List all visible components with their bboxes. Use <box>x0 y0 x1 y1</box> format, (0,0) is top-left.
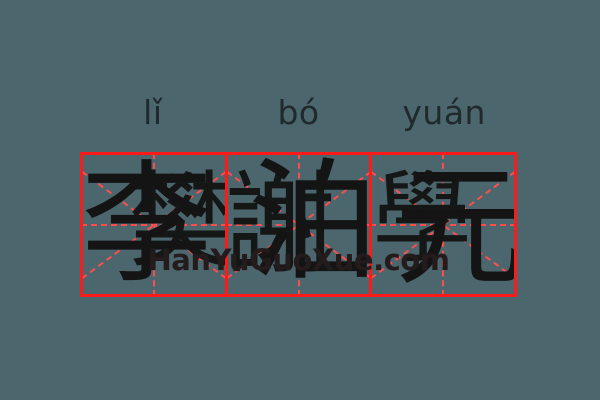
hanzi-main-2: 泊 <box>247 155 373 294</box>
character-grid: 樊 李 謝 泊 學 元 <box>80 152 517 297</box>
character-cell-2: 謝 泊 <box>227 155 373 294</box>
character-cell-1: 樊 李 <box>83 155 228 294</box>
pinyin-syllable-2: bó <box>277 92 320 132</box>
pinyin-syllable-3: yuán <box>402 92 486 132</box>
pinyin-syllable-1: lǐ <box>143 92 163 132</box>
hanzi-overlay-2: 謝 <box>227 159 336 290</box>
glyph-stack-1: 樊 李 <box>83 155 225 294</box>
hanzi-overlay-3: 學 <box>372 159 472 277</box>
hanzi-main-1: 李 <box>83 155 213 294</box>
glyph-stack-2: 謝 泊 <box>228 155 370 294</box>
pinyin-row: lǐ bó yuán <box>80 90 517 134</box>
hanzi-main-3: 元 <box>394 155 515 294</box>
glyph-stack-3: 學 元 <box>372 155 514 294</box>
character-cell-3: 學 元 <box>372 155 515 294</box>
hanzi-overlay-1: 樊 <box>128 159 228 282</box>
